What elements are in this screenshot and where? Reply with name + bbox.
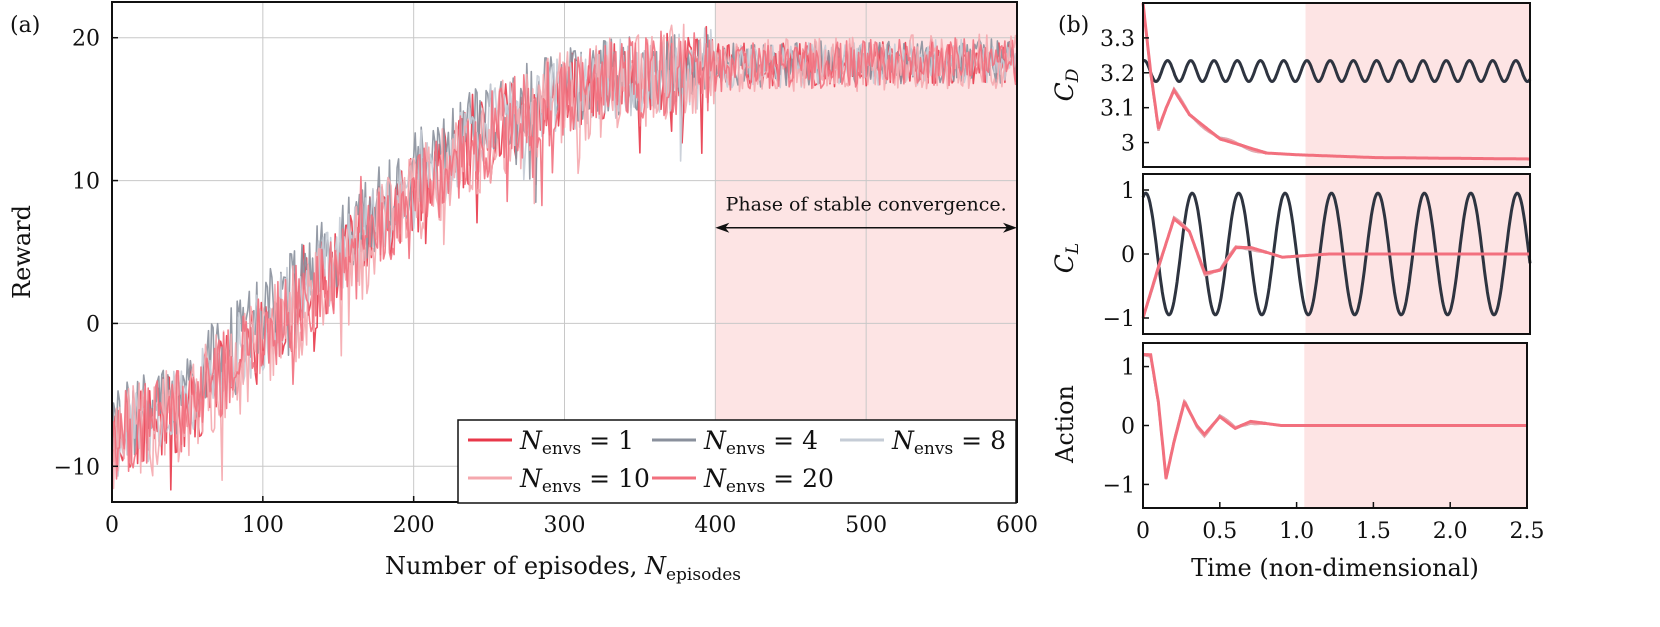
a-series-line-5 [111, 30, 1018, 480]
b-x-tick-label: 0 [1136, 519, 1150, 544]
b-cl-label: CL [1050, 243, 1083, 273]
b-x-tick-label: 1.5 [1356, 519, 1391, 544]
a-x-tick-label: 600 [996, 513, 1038, 538]
b-drag-subplot: 3 3.1 3.2 3.3 [1100, 2, 1532, 168]
b-x-tick-label: 1.0 [1279, 519, 1314, 544]
b-x-tick-label: 0.5 [1202, 519, 1237, 544]
legend-item-n1: Nenvs = 1 [468, 426, 634, 459]
a-annotation-text: Phase of stable convergence. [726, 194, 1007, 216]
a-annotation-arrowhead-left [715, 222, 730, 233]
b-cd-label: CD [1050, 68, 1083, 101]
a-x-tick-label: 500 [845, 513, 887, 538]
legend-label: Nenvs = 1 [519, 426, 634, 459]
a-legend-box [457, 419, 1017, 504]
a-legend: Nenvs = 1 Nenvs = 4 Nenvs = 8 Nenvs = 10… [457, 419, 1017, 504]
legend-item-n10: Nenvs = 10 [468, 464, 650, 497]
legend-item-n4: Nenvs = 4 [652, 426, 818, 459]
a-series-lines [111, 23, 1018, 491]
legend-label: Nenvs = 10 [519, 464, 650, 497]
b-x-tick-label: 2.0 [1433, 519, 1468, 544]
a-x-tick-label: 100 [242, 513, 284, 538]
b-subplot-frame [1142, 2, 1531, 168]
b-controlled-line [1143, 353, 1527, 479]
a-x-ticks: 0 100 200 300 400 500 600 [105, 496, 1038, 538]
b-lift-subplot: −1 0 1 [1103, 173, 1532, 335]
b-x-axis-label: Time (non-dimensional) [1191, 554, 1479, 582]
a-convergence-annotation: Phase of stable convergence. [715, 194, 1017, 233]
a-y-tick-label: 10 [72, 170, 100, 195]
b-y-tick-label: 3.2 [1100, 62, 1135, 87]
b-stable-region-shade [1305, 3, 1530, 167]
legend-label: Nenvs = 8 [891, 426, 1006, 459]
panel-b-label: (b) [1058, 13, 1089, 38]
b-y-tick-label: 1 [1121, 179, 1135, 204]
legend-label: Nenvs = 20 [703, 464, 834, 497]
a-y-axis-label: Reward [8, 205, 36, 299]
a-x-tick-label: 400 [694, 513, 736, 538]
a-x-axis-label: Number of episodes, Nepisodes [385, 552, 741, 585]
a-x-tick-label: 300 [544, 513, 586, 538]
b-controlled-line [1141, 2, 1530, 161]
legend-item-n8: Nenvs = 8 [840, 426, 1006, 459]
b-x-tick-label: 2.5 [1510, 519, 1545, 544]
b-y-tick-label: −1 [1103, 473, 1135, 498]
a-y-ticks: −10 0 10 20 [54, 27, 118, 480]
b-y-tick-label: 0 [1121, 243, 1135, 268]
b-uncontrolled-line [1142, 59, 1532, 84]
a-annotation-arrowhead-right [1003, 222, 1017, 233]
b-y-tick-label: 3.3 [1100, 27, 1135, 52]
b-y-tick-label: 3.1 [1100, 97, 1135, 122]
b-y-tick-label: 3 [1121, 132, 1135, 157]
a-y-tick-label: −10 [54, 455, 100, 480]
legend-item-n20: Nenvs = 20 [652, 464, 834, 497]
panel-a-label: (a) [10, 13, 40, 38]
a-y-tick-label: 0 [86, 312, 100, 337]
a-y-tick-label: 20 [72, 27, 100, 52]
b-action-label: Action [1051, 385, 1079, 464]
b-uncontrolled-line [1141, 191, 1532, 317]
b-y-tick-label: −1 [1103, 307, 1135, 332]
b-y-tick-label: 1 [1121, 356, 1135, 381]
a-x-tick-label: 0 [105, 513, 119, 538]
legend-label: Nenvs = 4 [703, 426, 818, 459]
a-x-tick-label: 200 [393, 513, 435, 538]
b-y-tick-label: 0 [1121, 415, 1135, 440]
b-controlled-line [1141, 216, 1530, 319]
